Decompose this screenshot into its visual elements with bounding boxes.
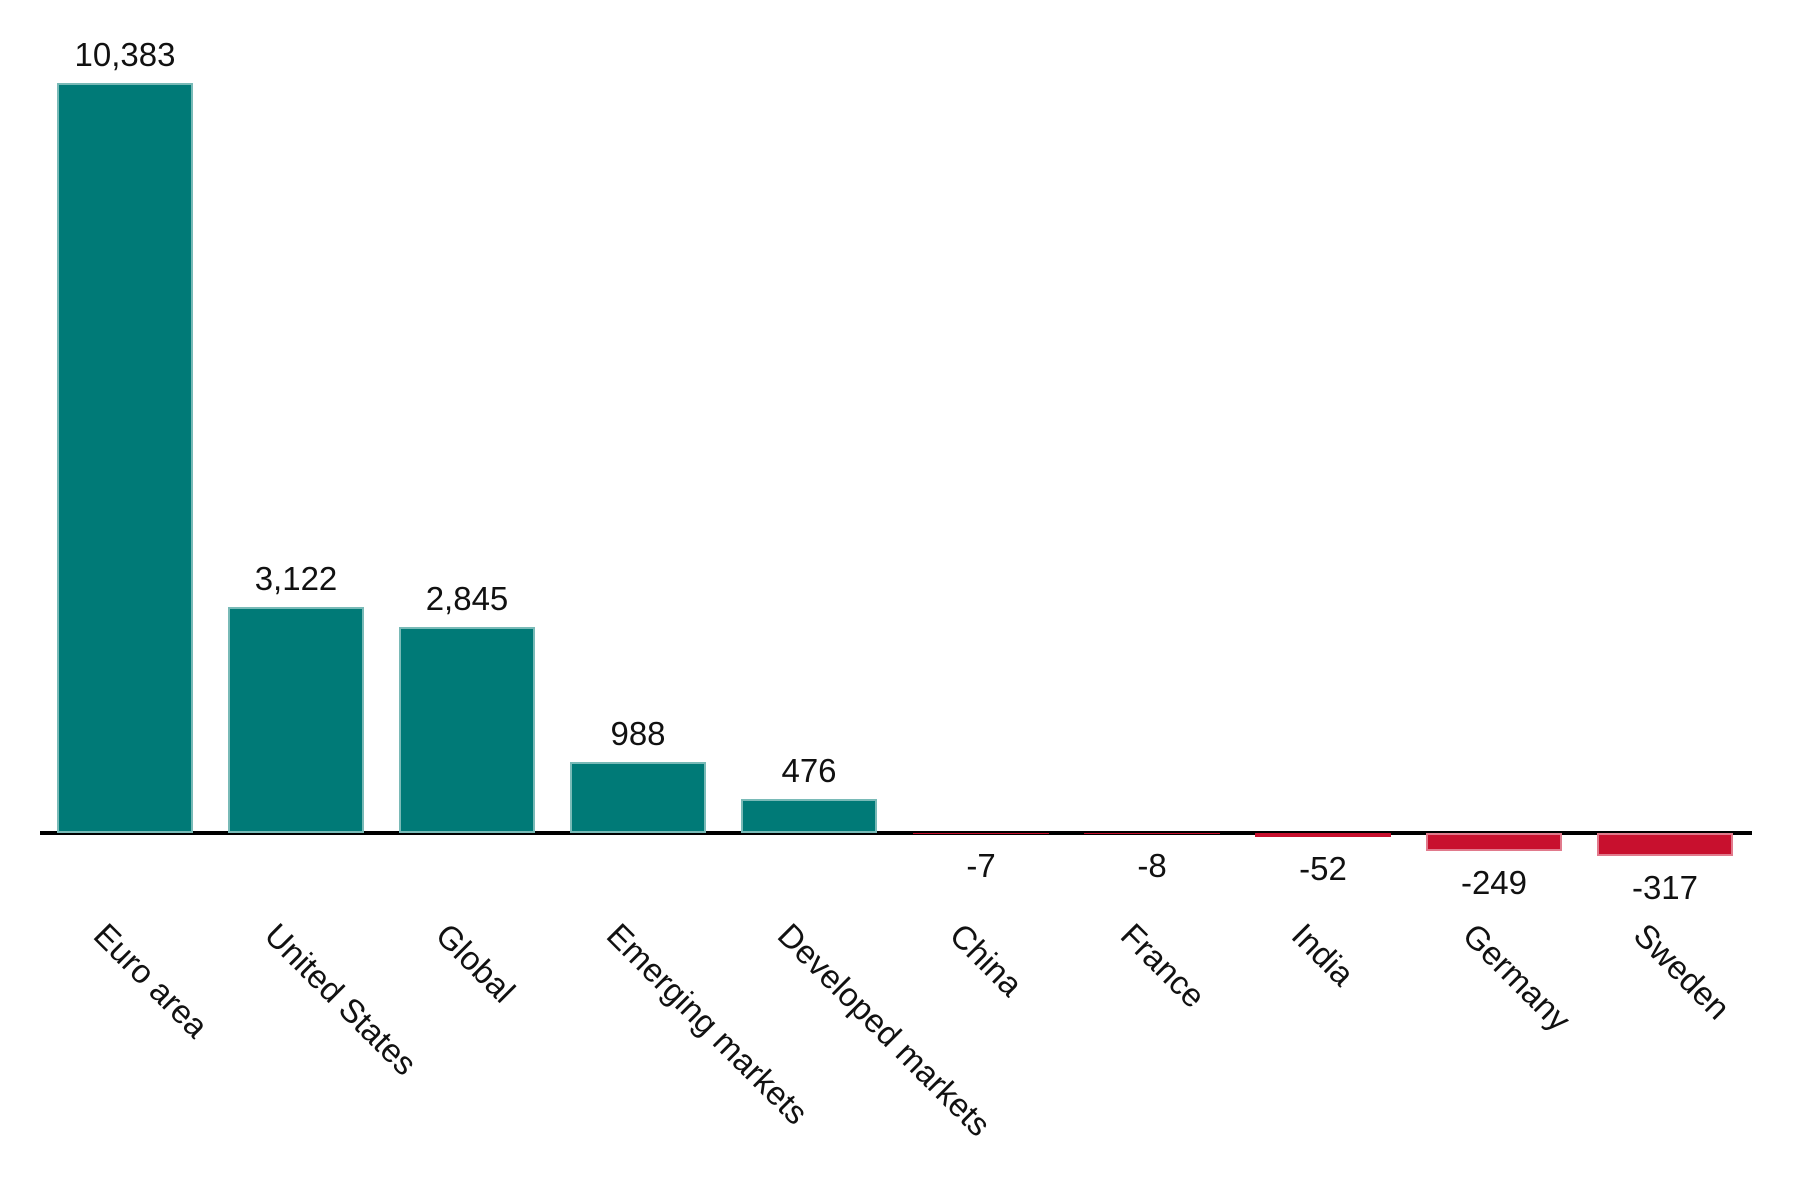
tick-label-france: France: [1113, 916, 1213, 1015]
bar-france: [1084, 833, 1220, 834]
value-label-india: -52: [1299, 850, 1347, 887]
value-label-sweden: -317: [1631, 869, 1699, 906]
bar-developed-markets: [741, 799, 877, 833]
tick-label-germany: Germany: [1455, 916, 1578, 1039]
bar-euro-area: [57, 83, 193, 833]
tick-label-euro-area: Euro area: [86, 916, 216, 1045]
bar-germany: [1426, 833, 1562, 851]
value-label-france: -8: [1137, 847, 1167, 884]
value-label-developed-markets: 476: [781, 752, 837, 789]
value-label-euro-area: 10,383: [74, 36, 176, 73]
bar-global: [399, 627, 535, 833]
x-axis-line: [40, 831, 1752, 835]
value-label-emerging-markets: 988: [610, 715, 666, 752]
bar-emerging-markets: [570, 762, 706, 833]
bar-china: [913, 833, 1049, 834]
tick-label-global: Global: [428, 916, 523, 1010]
value-label-germany: -249: [1460, 864, 1528, 901]
value-label-global: 2,845: [425, 580, 509, 617]
bar-united-states: [228, 607, 364, 833]
bar-sweden: [1597, 833, 1733, 856]
tick-label-china: China: [942, 916, 1030, 1004]
value-label-united-states: 3,122: [254, 560, 338, 597]
tick-label-sweden: Sweden: [1626, 916, 1738, 1027]
bar-india: [1255, 833, 1391, 837]
tick-label-united-states: United States: [257, 916, 425, 1083]
tick-label-india: India: [1284, 916, 1362, 993]
value-label-china: -7: [966, 847, 996, 884]
